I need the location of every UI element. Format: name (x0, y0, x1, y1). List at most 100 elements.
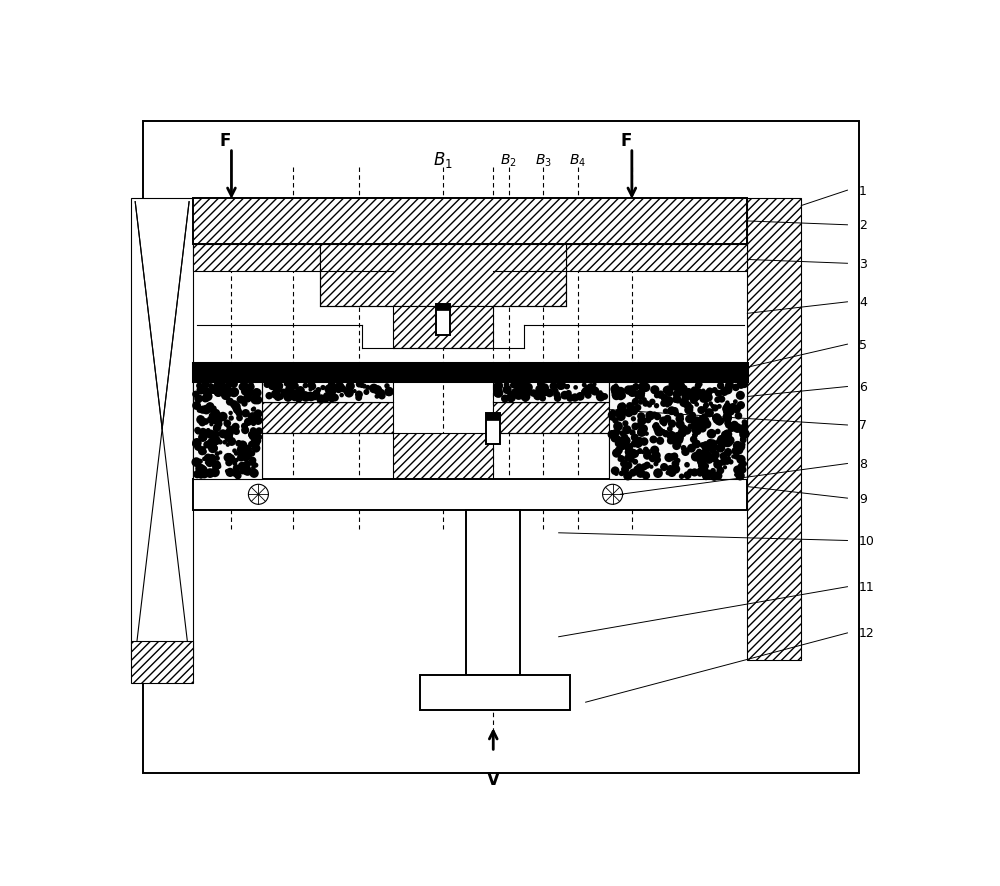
Point (612, 453, 628, 467)
Point (245, 457, 261, 471)
Point (313, 392, 329, 407)
Point (721, 447, 737, 462)
Polygon shape (193, 364, 747, 382)
Point (635, 380, 651, 394)
Point (593, 390, 609, 404)
Point (499, 378, 515, 392)
Point (205, 442, 221, 456)
Point (703, 427, 719, 441)
Point (189, 436, 205, 450)
Text: F: F (620, 132, 631, 150)
Point (684, 408, 700, 423)
Point (245, 403, 261, 417)
Point (341, 386, 357, 400)
Point (630, 401, 646, 416)
Text: 2: 2 (859, 219, 867, 232)
Point (283, 386, 299, 400)
Point (216, 378, 232, 392)
Point (237, 420, 253, 434)
Point (231, 407, 247, 421)
Point (310, 384, 326, 398)
Text: 10: 10 (859, 534, 875, 548)
Point (664, 383, 680, 397)
Point (381, 385, 397, 400)
Point (195, 403, 211, 417)
Point (196, 468, 212, 482)
Point (711, 435, 727, 449)
Point (195, 425, 211, 439)
Circle shape (248, 485, 268, 505)
Point (190, 425, 206, 439)
Point (354, 378, 370, 392)
Point (676, 396, 692, 410)
Point (697, 402, 713, 416)
Point (226, 385, 242, 400)
Point (237, 464, 253, 478)
Point (694, 413, 710, 427)
Point (636, 460, 652, 474)
Point (489, 387, 505, 401)
Point (635, 423, 651, 437)
Point (373, 386, 389, 400)
Point (245, 410, 261, 424)
Point (672, 418, 688, 432)
Point (683, 400, 699, 415)
Point (534, 386, 550, 400)
Point (693, 377, 709, 392)
Point (200, 424, 216, 438)
Point (219, 464, 235, 478)
Point (271, 392, 287, 406)
Point (580, 382, 596, 396)
Point (209, 427, 225, 441)
Point (245, 429, 261, 443)
Point (710, 386, 726, 400)
Point (717, 428, 733, 442)
Point (202, 456, 218, 470)
Point (226, 386, 242, 400)
Point (497, 392, 513, 406)
Point (719, 396, 735, 410)
Point (700, 387, 716, 401)
Point (675, 422, 691, 436)
Point (692, 467, 708, 481)
Point (689, 398, 705, 412)
Point (710, 470, 726, 484)
Point (620, 406, 636, 420)
Point (651, 425, 667, 439)
Point (561, 386, 577, 400)
Text: $B_1$: $B_1$ (433, 150, 453, 170)
Point (705, 464, 721, 478)
Point (576, 378, 592, 392)
Point (698, 470, 714, 484)
Point (287, 392, 303, 406)
Polygon shape (131, 198, 193, 660)
Point (720, 382, 736, 396)
Point (730, 439, 746, 454)
Point (691, 388, 707, 402)
Point (736, 457, 752, 471)
Point (669, 430, 685, 444)
Point (192, 462, 208, 476)
Point (188, 438, 204, 452)
Point (195, 463, 211, 478)
Point (726, 418, 742, 432)
Point (580, 389, 596, 403)
Point (241, 447, 257, 461)
Point (206, 441, 222, 455)
Point (190, 440, 206, 455)
Point (597, 390, 613, 404)
Point (228, 447, 244, 461)
Point (699, 441, 715, 455)
Point (199, 456, 215, 470)
Point (656, 397, 672, 411)
Point (686, 416, 702, 431)
Point (584, 381, 600, 395)
Point (228, 425, 244, 439)
Bar (193, 382, 262, 479)
Point (381, 385, 397, 400)
Point (735, 428, 751, 442)
Polygon shape (193, 245, 320, 272)
Point (715, 449, 731, 463)
Point (736, 377, 752, 392)
Point (228, 454, 244, 468)
